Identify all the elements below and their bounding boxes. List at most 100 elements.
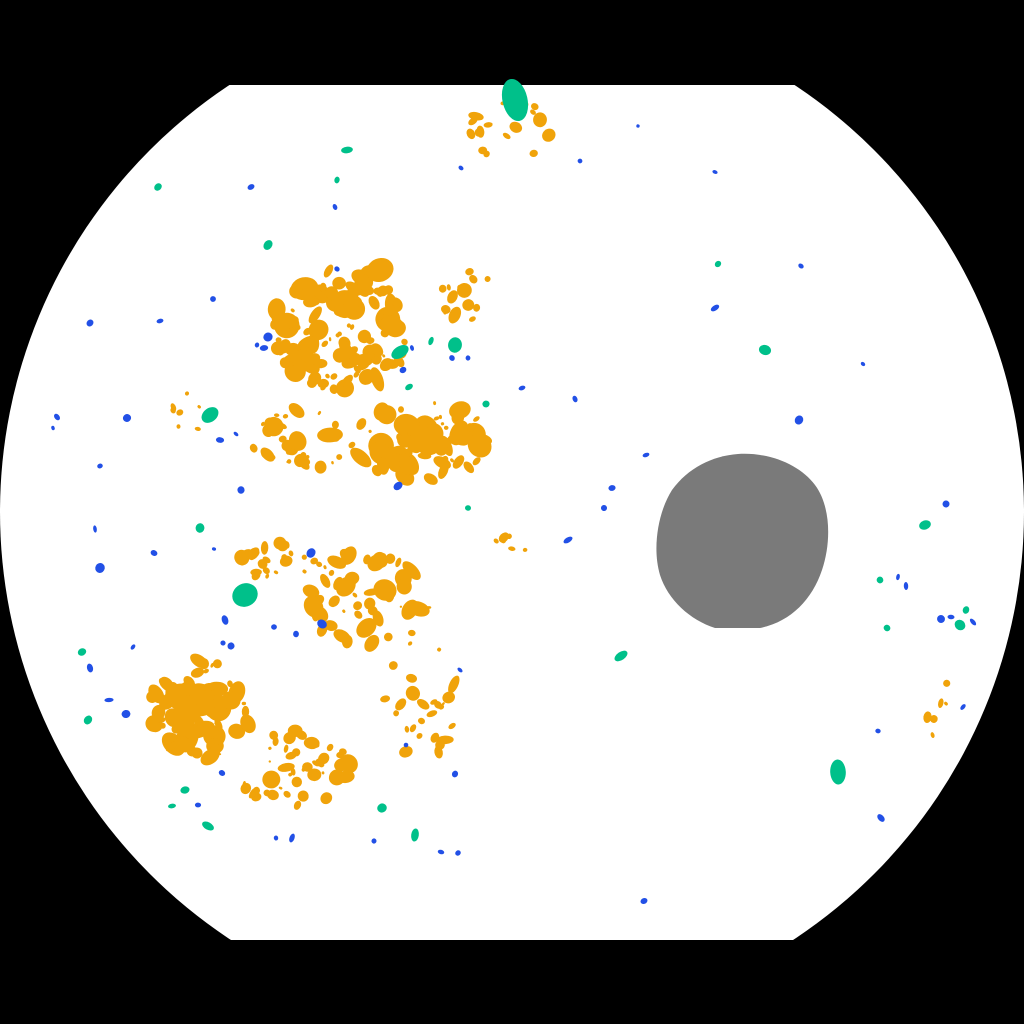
exudate xyxy=(291,321,301,331)
exudate xyxy=(169,738,174,743)
microaneurysm xyxy=(875,728,881,734)
exudate xyxy=(274,413,280,418)
hemorrhage xyxy=(883,624,891,632)
exudate xyxy=(466,423,475,432)
exudate xyxy=(339,754,358,774)
exudate xyxy=(210,735,214,739)
exudate xyxy=(339,339,353,359)
exudate xyxy=(328,337,332,342)
microaneurysm xyxy=(896,573,900,581)
exudate xyxy=(353,371,360,378)
exudate xyxy=(371,356,381,365)
hemorrhage xyxy=(202,821,214,831)
exudate xyxy=(286,461,290,464)
exudate xyxy=(157,716,166,723)
exudate xyxy=(423,473,438,485)
exudate xyxy=(273,313,294,331)
hemorrhage xyxy=(391,345,409,359)
exudate xyxy=(335,333,340,338)
exudate xyxy=(447,290,458,304)
exudate xyxy=(356,618,377,638)
hemorrhage xyxy=(341,146,353,154)
microaneurysm xyxy=(289,833,295,843)
hemorrhage xyxy=(195,523,205,533)
exudate xyxy=(301,554,307,560)
exudate xyxy=(281,554,288,561)
exudate xyxy=(323,565,327,570)
microaneurysm xyxy=(259,345,269,351)
hemorrhage xyxy=(377,803,387,813)
microaneurysm xyxy=(247,184,255,190)
microaneurysm xyxy=(710,304,720,312)
exudate xyxy=(330,373,338,380)
exudate xyxy=(442,691,455,704)
exudate xyxy=(273,570,279,575)
exudate xyxy=(197,405,201,409)
microaneurysm xyxy=(937,615,945,623)
exudate xyxy=(278,786,283,790)
hemorrhage xyxy=(405,383,413,391)
exudate xyxy=(441,702,445,706)
exudate xyxy=(446,284,451,291)
exudate xyxy=(317,427,343,443)
exudate xyxy=(370,367,385,392)
exudate xyxy=(283,731,296,745)
exudate xyxy=(462,299,475,311)
exudate xyxy=(468,117,478,126)
exudate xyxy=(339,748,347,756)
microaneurysm xyxy=(218,770,226,776)
exudate xyxy=(448,306,462,324)
exudate xyxy=(336,576,356,597)
microaneurysm xyxy=(210,296,216,302)
exudate xyxy=(176,409,184,416)
exudate xyxy=(250,568,262,576)
microaneurysm xyxy=(860,361,866,367)
exudate xyxy=(325,373,330,379)
exudate xyxy=(290,308,295,313)
exudate xyxy=(364,597,376,610)
microaneurysm xyxy=(457,667,463,673)
hemorrhage xyxy=(714,260,722,268)
exudate xyxy=(346,323,352,328)
exudate xyxy=(450,458,454,463)
microaneurysm xyxy=(53,413,61,421)
exudate xyxy=(493,538,499,544)
exudate xyxy=(373,579,397,601)
exudate xyxy=(176,424,181,429)
exudate xyxy=(278,339,291,354)
exudate xyxy=(350,447,372,468)
exudate xyxy=(487,122,493,126)
exudate xyxy=(303,595,324,618)
exudate xyxy=(417,698,430,710)
exudate xyxy=(246,547,260,560)
microaneurysm xyxy=(130,644,136,650)
hemorrhage xyxy=(954,619,966,631)
exudate xyxy=(355,362,370,371)
exudate xyxy=(321,771,325,775)
exudate xyxy=(484,276,491,282)
exudate xyxy=(368,295,380,310)
exudate xyxy=(443,425,449,430)
microaneurysm xyxy=(947,614,955,620)
hemorrhage xyxy=(614,650,628,662)
exudate xyxy=(240,563,244,566)
exudate xyxy=(466,128,476,140)
microaneurysm xyxy=(93,525,97,533)
microaneurysm xyxy=(393,481,403,491)
exudate xyxy=(401,599,419,620)
exudate xyxy=(407,641,413,646)
exudate xyxy=(498,532,509,543)
exudate xyxy=(399,746,413,758)
exudate xyxy=(288,550,294,557)
exudate xyxy=(457,284,464,292)
hemorrhage xyxy=(154,183,162,191)
exudate xyxy=(468,316,476,322)
exudate xyxy=(469,274,478,284)
microaneurysm xyxy=(601,505,607,511)
exudate xyxy=(283,790,291,798)
exudate xyxy=(402,561,421,580)
exudate xyxy=(190,667,205,678)
microaneurysm xyxy=(465,355,471,361)
exudate xyxy=(308,306,322,324)
exudate xyxy=(379,315,404,335)
